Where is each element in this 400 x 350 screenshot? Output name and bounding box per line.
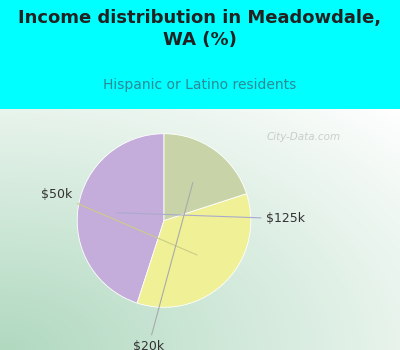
Wedge shape xyxy=(164,134,246,220)
Text: Hispanic or Latino residents: Hispanic or Latino residents xyxy=(103,78,297,92)
Wedge shape xyxy=(77,134,164,303)
Text: $125k: $125k xyxy=(117,212,306,225)
Text: $20k: $20k xyxy=(133,182,193,350)
Text: City-Data.com: City-Data.com xyxy=(267,133,341,142)
Text: Income distribution in Meadowdale,
WA (%): Income distribution in Meadowdale, WA (%… xyxy=(18,9,382,49)
Text: $50k: $50k xyxy=(41,188,197,255)
Wedge shape xyxy=(137,194,251,307)
